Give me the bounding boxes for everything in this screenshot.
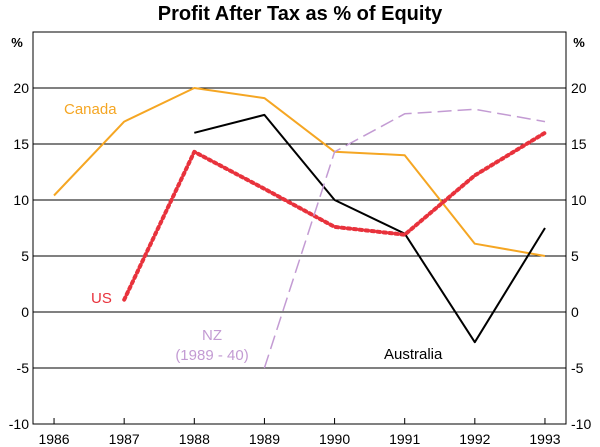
y-axis-unit-right: % (573, 35, 585, 50)
series-label-australia: Australia (384, 346, 443, 363)
y-tick-label-left: 20 (13, 80, 29, 96)
x-tick-label: 1987 (109, 431, 140, 447)
series-label-us: US (91, 290, 112, 307)
x-tick-label: 1990 (319, 431, 350, 447)
series-label-canada: Canada (64, 101, 117, 118)
series-line-us (122, 130, 547, 302)
y-tick-label-right: 15 (571, 136, 587, 152)
series-line-nz (263, 108, 546, 369)
x-tick-label: 1992 (459, 431, 490, 447)
series-line-canada (53, 87, 546, 257)
y-tick-label-right: -10 (571, 416, 591, 432)
x-tick-label: 1986 (38, 431, 69, 447)
y-tick-label-left: 0 (21, 304, 29, 320)
y-tick-label-left: -5 (17, 360, 30, 376)
axis-ticks: -10 -10 -5 -5 0 0 5 5 10 10 15 15 20 20 1986 1987 1988 19… (9, 80, 592, 447)
y-tick-label-left: 5 (21, 248, 29, 264)
y-tick-label-right: 0 (571, 304, 579, 320)
x-tick-label: 1988 (179, 431, 210, 447)
series-label-nz: NZ (202, 327, 222, 344)
y-tick-label-right: 5 (571, 248, 579, 264)
x-tick-label: 1993 (529, 431, 560, 447)
series-labels: Canada Australia US NZ (1989 - 40) (64, 101, 443, 364)
series-line-australia (194, 113, 546, 344)
chart-title: Profit After Tax as % of Equity (158, 3, 443, 25)
y-tick-label-left: -10 (9, 416, 29, 432)
gridlines (33, 87, 566, 369)
y-axis-unit-left: % (11, 35, 23, 50)
x-tick-label: 1989 (249, 431, 280, 447)
series-lines (53, 87, 547, 369)
plot-frame (32, 31, 567, 425)
y-tick-label-right: 10 (571, 192, 587, 208)
y-tick-label-right: 20 (571, 80, 587, 96)
y-tick-label-left: 15 (13, 136, 29, 152)
series-sublabel-nz: (1989 - 40) (175, 347, 248, 364)
y-tick-label-left: 10 (13, 192, 29, 208)
y-tick-label-right: -5 (571, 360, 584, 376)
x-tick-label: 1991 (389, 431, 420, 447)
